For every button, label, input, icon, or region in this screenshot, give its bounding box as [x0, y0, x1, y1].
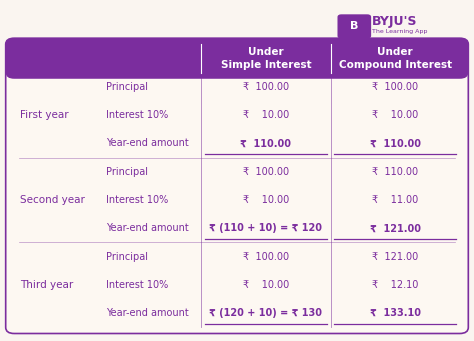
Text: ₹    10.00: ₹ 10.00 — [243, 195, 289, 205]
FancyBboxPatch shape — [6, 38, 468, 79]
Text: Under
Compound Interest: Under Compound Interest — [338, 47, 452, 70]
Text: First year: First year — [19, 110, 68, 120]
Text: Principal: Principal — [107, 167, 148, 177]
Polygon shape — [14, 44, 460, 73]
Text: ₹    10.00: ₹ 10.00 — [372, 110, 418, 120]
Text: ₹    10.00: ₹ 10.00 — [243, 280, 289, 290]
Text: ₹ (110 + 10) = ₹ 120: ₹ (110 + 10) = ₹ 120 — [210, 223, 322, 233]
Text: ₹    11.00: ₹ 11.00 — [372, 195, 418, 205]
Text: Interest 10%: Interest 10% — [107, 110, 169, 120]
Text: Third year: Third year — [19, 280, 73, 290]
Text: ₹    10.00: ₹ 10.00 — [243, 110, 289, 120]
Text: ₹  110.00: ₹ 110.00 — [370, 138, 420, 148]
FancyBboxPatch shape — [337, 14, 371, 39]
Text: ₹ (120 + 10) = ₹ 130: ₹ (120 + 10) = ₹ 130 — [210, 308, 322, 318]
Text: ₹  121.00: ₹ 121.00 — [372, 252, 418, 262]
Text: ₹  100.00: ₹ 100.00 — [372, 82, 418, 92]
Text: ₹  110.00: ₹ 110.00 — [372, 167, 418, 177]
Text: The Learning App: The Learning App — [372, 29, 428, 34]
Text: ₹  121.00: ₹ 121.00 — [370, 223, 420, 233]
Text: ₹  110.00: ₹ 110.00 — [240, 138, 292, 148]
Text: Principal: Principal — [107, 82, 148, 92]
Text: Year-end amount: Year-end amount — [107, 308, 189, 318]
Text: Principal: Principal — [107, 252, 148, 262]
Text: Interest 10%: Interest 10% — [107, 195, 169, 205]
Text: ₹    12.10: ₹ 12.10 — [372, 280, 419, 290]
Text: Year-end amount: Year-end amount — [107, 138, 189, 148]
Text: Interest 10%: Interest 10% — [107, 280, 169, 290]
Text: B: B — [350, 21, 358, 31]
Text: Under
Simple Interest: Under Simple Interest — [221, 47, 311, 70]
Text: ₹  133.10: ₹ 133.10 — [370, 308, 420, 318]
Text: BYJU'S: BYJU'S — [372, 15, 418, 28]
Text: Year-end amount: Year-end amount — [107, 223, 189, 233]
Text: ₹  100.00: ₹ 100.00 — [243, 167, 289, 177]
Text: ₹  100.00: ₹ 100.00 — [243, 82, 289, 92]
Text: ₹  100.00: ₹ 100.00 — [243, 252, 289, 262]
FancyBboxPatch shape — [6, 38, 468, 333]
Text: Second year: Second year — [19, 195, 84, 205]
